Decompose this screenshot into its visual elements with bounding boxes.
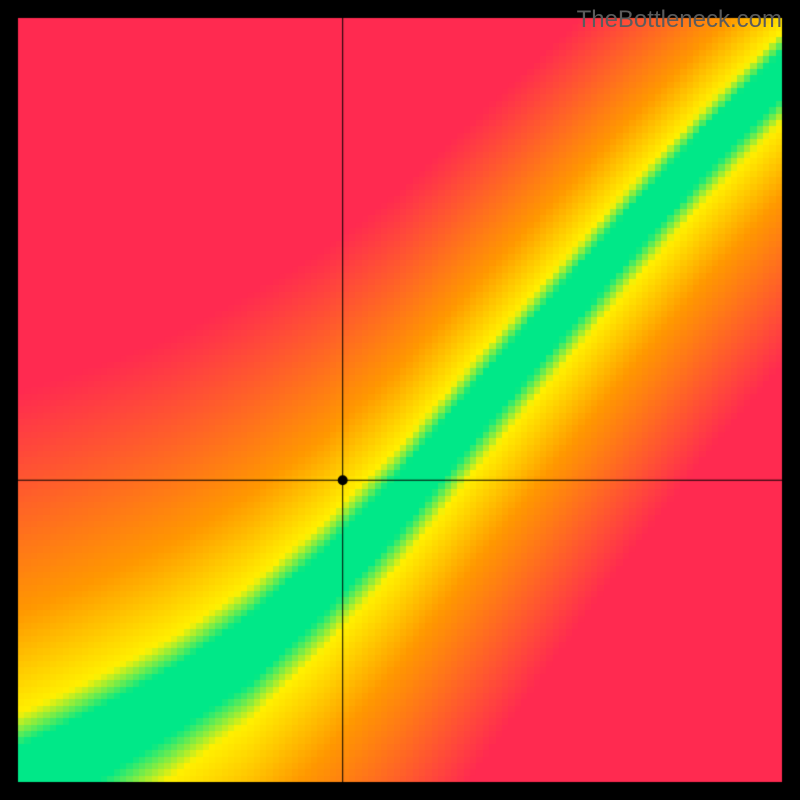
bottleneck-heatmap [0,0,800,800]
chart-container: TheBottleneck.com [0,0,800,800]
watermark-text: TheBottleneck.com [577,6,782,34]
